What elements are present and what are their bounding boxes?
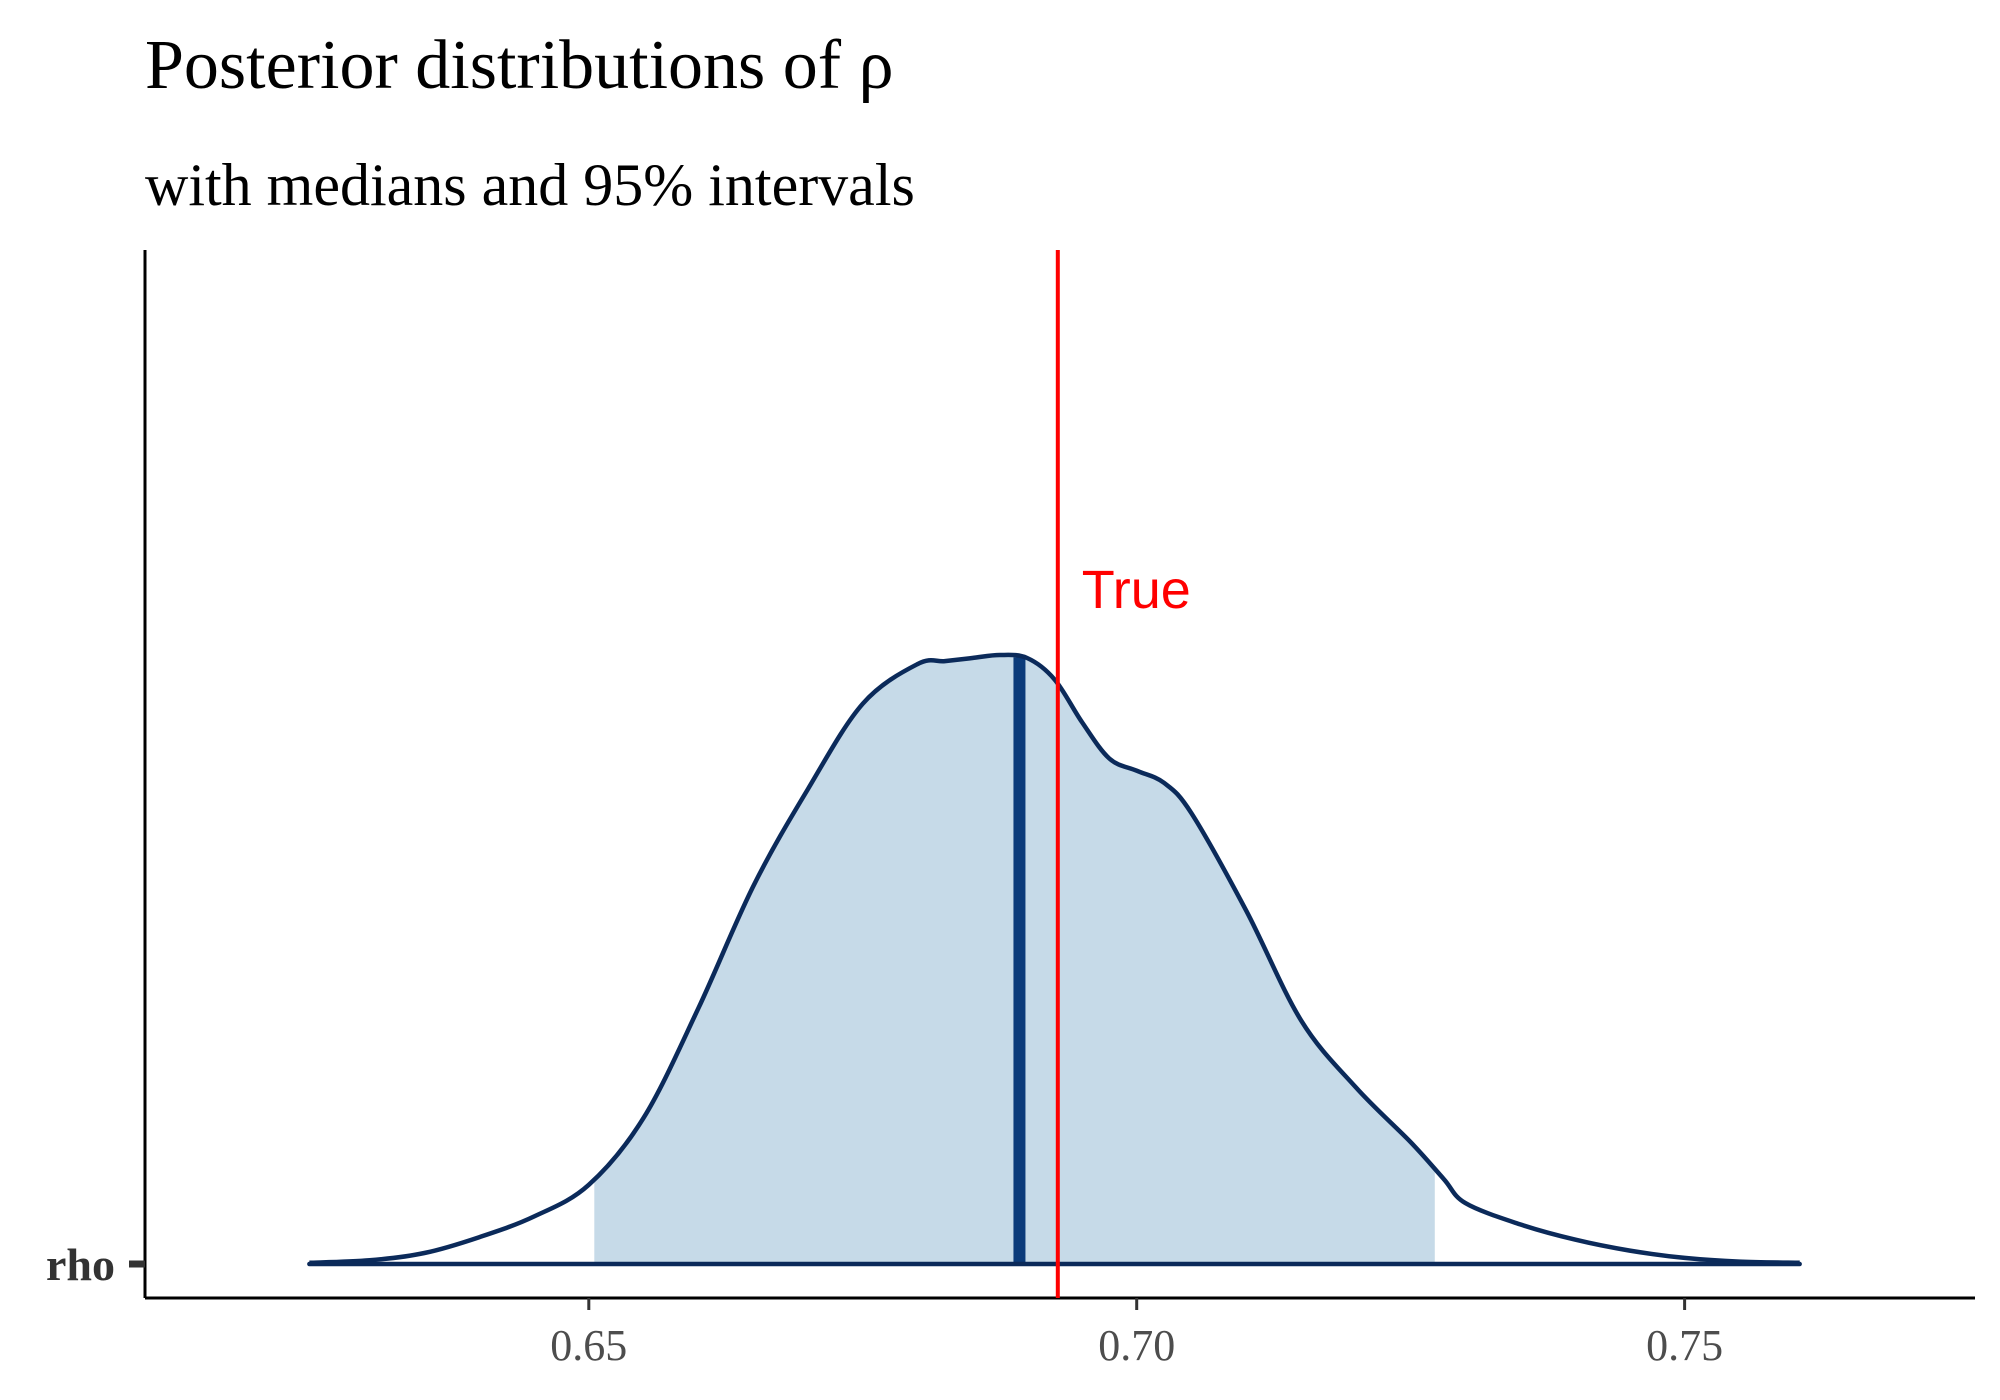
- x-tick-label: 0.75: [1646, 1321, 1723, 1370]
- chart-title: Posterior distributions of ρ: [145, 27, 894, 104]
- y-axis-category-label: rho: [46, 1239, 115, 1290]
- x-tick-label: 0.65: [550, 1321, 627, 1370]
- chart-subtitle: with medians and 95% intervals: [145, 152, 915, 218]
- plot-area: [307, 652, 1802, 1267]
- x-tick-label: 0.70: [1098, 1321, 1175, 1370]
- density-curve: [309, 652, 1800, 1266]
- true-value-label: True: [1082, 560, 1191, 620]
- x-axis-ticks: 0.65 0.70 0.75: [550, 1298, 1723, 1370]
